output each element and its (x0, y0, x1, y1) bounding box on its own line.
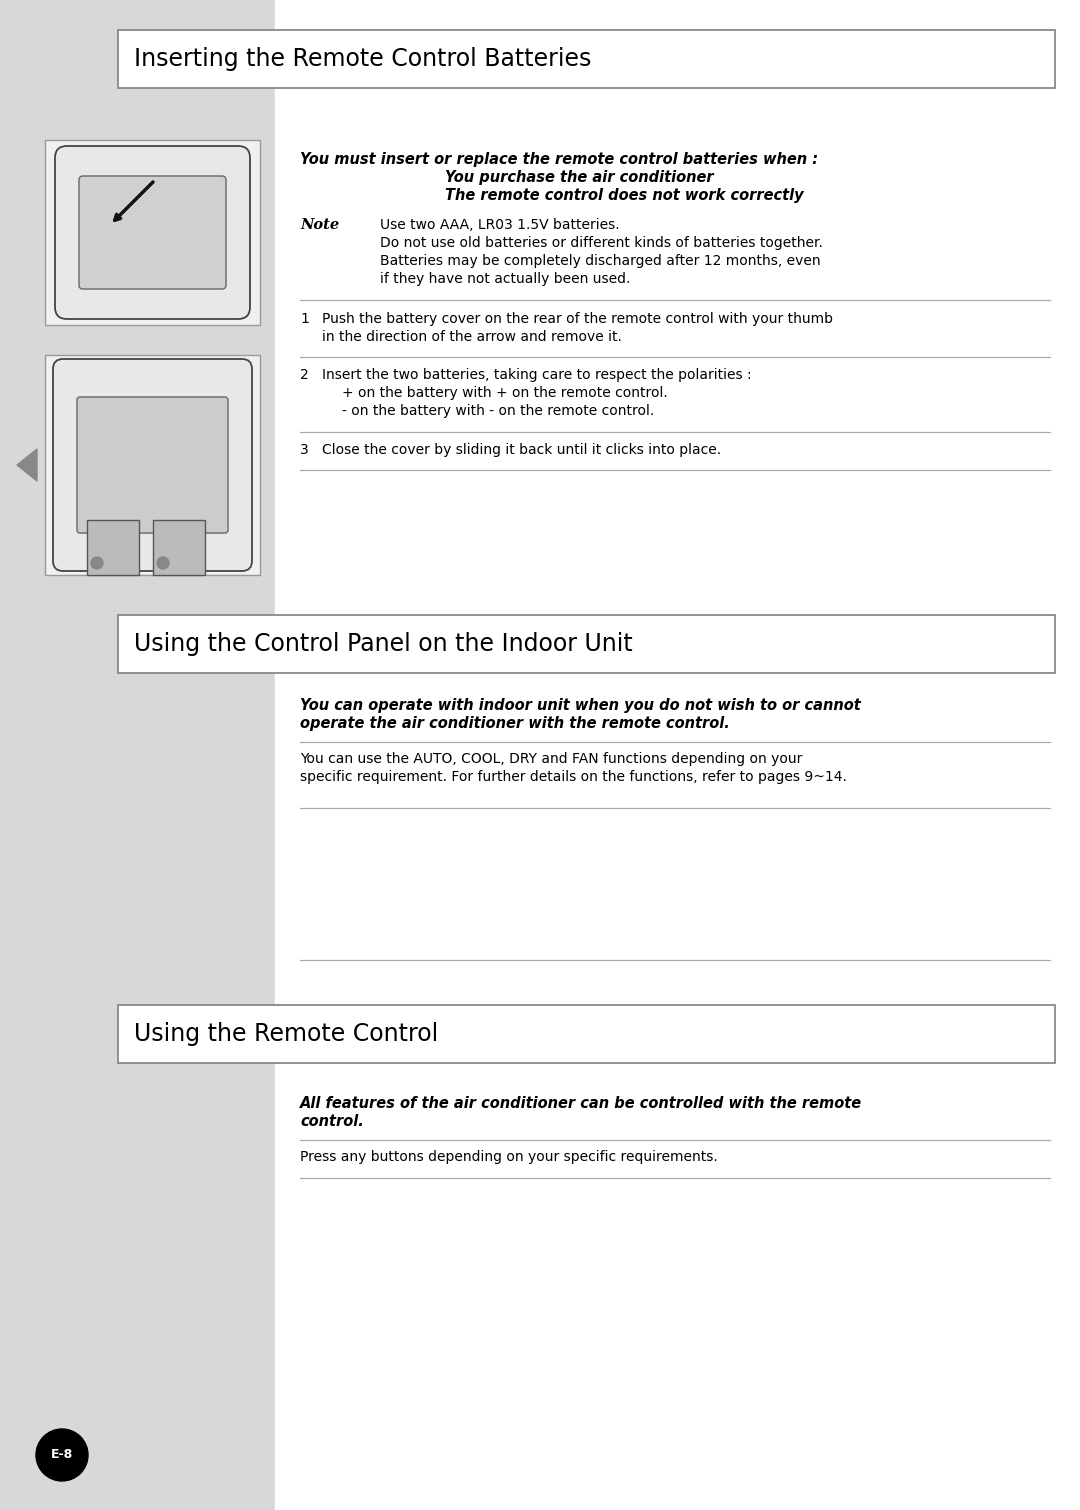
Circle shape (157, 557, 168, 569)
Text: Using the Control Panel on the Indoor Unit: Using the Control Panel on the Indoor Un… (134, 633, 633, 655)
Text: You purchase the air conditioner: You purchase the air conditioner (445, 171, 714, 186)
FancyBboxPatch shape (53, 359, 252, 571)
Bar (118, 615, 1055, 673)
Bar (118, 1006, 1055, 1063)
FancyBboxPatch shape (79, 177, 226, 288)
Text: Insert the two batteries, taking care to respect the polarities :: Insert the two batteries, taking care to… (322, 368, 752, 382)
Text: E-8: E-8 (51, 1448, 73, 1462)
Text: Use two AAA, LR03 1.5V batteries.: Use two AAA, LR03 1.5V batteries. (380, 217, 620, 233)
Text: Press any buttons depending on your specific requirements.: Press any buttons depending on your spec… (300, 1151, 718, 1164)
Bar (118, 30, 1055, 88)
Text: specific requirement. For further details on the functions, refer to pages 9~14.: specific requirement. For further detail… (300, 770, 847, 784)
Polygon shape (17, 448, 37, 482)
Bar (275, 0, 1080, 1510)
Text: if they have not actually been used.: if they have not actually been used. (380, 272, 631, 285)
Text: The remote control does not work correctly: The remote control does not work correct… (445, 189, 804, 202)
Text: Batteries may be completely discharged after 12 months, even: Batteries may be completely discharged a… (380, 254, 821, 267)
Text: Close the cover by sliding it back until it clicks into place.: Close the cover by sliding it back until… (322, 442, 721, 458)
Text: 2: 2 (300, 368, 309, 382)
FancyBboxPatch shape (77, 397, 228, 533)
Bar (87, 519, 139, 575)
Circle shape (91, 557, 103, 569)
Text: You can use the AUTO, COOL, DRY and FAN functions depending on your: You can use the AUTO, COOL, DRY and FAN … (300, 752, 802, 766)
Text: All features of the air conditioner can be controlled with the remote: All features of the air conditioner can … (300, 1096, 862, 1111)
Text: You can operate with indoor unit when you do not wish to or cannot: You can operate with indoor unit when yo… (300, 698, 861, 713)
Text: Note: Note (300, 217, 339, 233)
Text: Push the battery cover on the rear of the remote control with your thumb: Push the battery cover on the rear of th… (322, 313, 833, 326)
Text: operate the air conditioner with the remote control.: operate the air conditioner with the rem… (300, 716, 730, 731)
Text: 1: 1 (300, 313, 309, 326)
Bar (153, 519, 205, 575)
Text: You must insert or replace the remote control batteries when :: You must insert or replace the remote co… (300, 153, 819, 168)
Text: 3: 3 (300, 442, 309, 458)
Text: control.: control. (300, 1114, 364, 1129)
Text: Using the Remote Control: Using the Remote Control (134, 1022, 438, 1046)
Bar (45, 140, 260, 325)
Bar (45, 355, 260, 575)
Text: + on the battery with + on the remote control.: + on the battery with + on the remote co… (342, 387, 667, 400)
Text: Do not use old batteries or different kinds of batteries together.: Do not use old batteries or different ki… (380, 236, 823, 251)
Text: in the direction of the arrow and remove it.: in the direction of the arrow and remove… (322, 331, 622, 344)
Text: Inserting the Remote Control Batteries: Inserting the Remote Control Batteries (134, 47, 592, 71)
Text: - on the battery with - on the remote control.: - on the battery with - on the remote co… (342, 405, 654, 418)
Circle shape (36, 1428, 87, 1481)
FancyBboxPatch shape (55, 146, 249, 319)
